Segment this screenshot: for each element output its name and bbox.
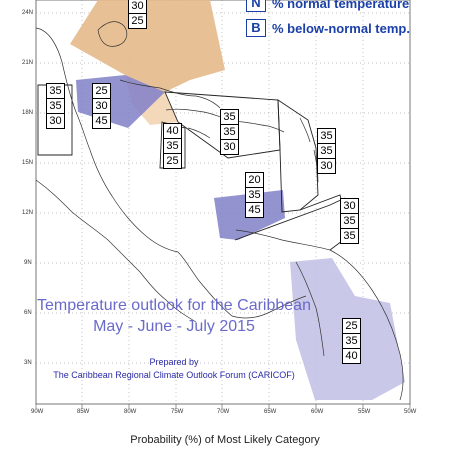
- prob-value: 20: [246, 173, 263, 188]
- prob-value: 35: [318, 144, 335, 159]
- prob-value: 35: [47, 84, 64, 99]
- prob-value: 25: [166, 155, 179, 167]
- prepared-by-org: The Caribbean Regional Climate Outlook F…: [53, 370, 295, 380]
- prob-value: 35: [221, 110, 238, 125]
- legend-key-below: B: [246, 19, 266, 37]
- prob-box-cayman: 25 30 45: [92, 83, 111, 129]
- lat-label-24n: 24N: [22, 10, 34, 16]
- lat-label-9n: 9N: [24, 260, 32, 266]
- prob-value: 35: [343, 334, 360, 349]
- lon-label-70w: 70W: [217, 409, 230, 415]
- prob-box-bahamas: 30 25: [128, 0, 147, 29]
- axis-ticks: [35, 404, 411, 408]
- prob-box-belize: 35 35 30: [46, 83, 65, 129]
- lon-label-60w: 60W: [311, 409, 324, 415]
- prob-value: 30: [129, 0, 146, 14]
- legend-below: B % below-normal temp.: [246, 19, 410, 37]
- prob-value: 45: [248, 204, 261, 216]
- prob-value: 30: [320, 160, 333, 172]
- lat-label-3n: 3N: [24, 360, 32, 366]
- prob-value: 30: [341, 199, 358, 214]
- legend-label-below: % below-normal temp.: [272, 20, 410, 36]
- lat-label-18n: 18N: [22, 110, 34, 116]
- lat-label-21n: 21N: [22, 60, 34, 66]
- map-title-line2: May - June - July 2015: [93, 318, 255, 335]
- lon-label-50w: 50W: [404, 409, 417, 415]
- legend-key-normal: N: [246, 0, 266, 12]
- prob-value: 35: [246, 188, 263, 203]
- prob-value: 30: [93, 99, 110, 114]
- prob-box-east-caribbean: 35 35 30: [317, 128, 336, 174]
- legend-label-normal: % normal temperature: [272, 0, 410, 11]
- prob-value: 40: [345, 350, 358, 362]
- prob-value: 30: [223, 141, 236, 153]
- lon-label-75w: 75W: [171, 409, 184, 415]
- prob-value: 45: [95, 115, 108, 127]
- lon-label-65w: 65W: [264, 409, 277, 415]
- map-title-line1: Temperature outlook for the Caribbean: [37, 297, 311, 314]
- prob-value: 35: [47, 99, 64, 114]
- prob-box-abc-islands: 20 35 45: [245, 172, 264, 218]
- lat-label-6n: 6N: [24, 310, 32, 316]
- prob-value: 35: [164, 139, 181, 154]
- prob-value: 25: [131, 15, 144, 27]
- prob-value: 35: [341, 214, 358, 229]
- prob-box-hispaniola: 35 35 30: [220, 109, 239, 155]
- lat-label-12n: 12N: [22, 210, 34, 216]
- prob-box-jamaica: 40 35 25: [163, 123, 182, 169]
- prob-value: 25: [343, 319, 360, 334]
- prob-value: 40: [164, 124, 181, 139]
- lon-label-90w: 90W: [31, 409, 44, 415]
- prepared-by-label: Prepared by: [149, 357, 199, 367]
- prob-box-guianas: 25 35 40: [342, 318, 361, 364]
- prob-value: 30: [49, 115, 62, 127]
- lat-label-15n: 15N: [22, 160, 34, 166]
- prob-value: 25: [93, 84, 110, 99]
- prob-value: 35: [221, 125, 238, 140]
- probability-caption: Probability (%) of Most Likely Category: [130, 434, 320, 446]
- lon-label-55w: 55W: [358, 409, 371, 415]
- legend-normal: N % normal temperature: [246, 0, 409, 12]
- coastlines: [35, 21, 404, 401]
- lon-label-80w: 80W: [124, 409, 137, 415]
- prob-value: 35: [343, 230, 356, 242]
- prob-value: 35: [318, 129, 335, 144]
- prob-box-trinidad: 30 35 35: [340, 198, 359, 244]
- lon-label-85w: 85W: [77, 409, 90, 415]
